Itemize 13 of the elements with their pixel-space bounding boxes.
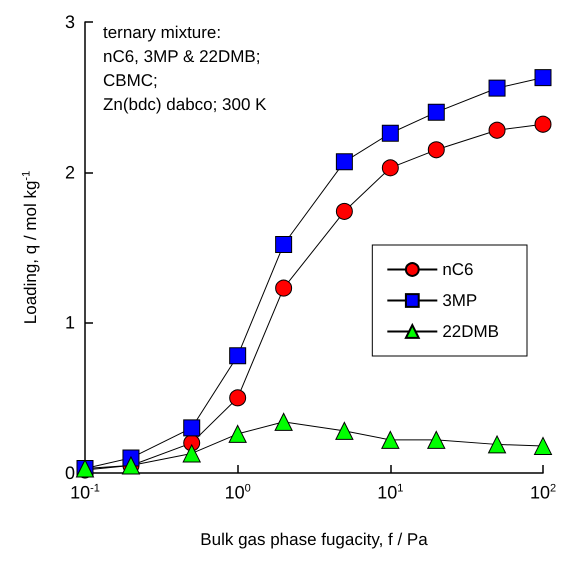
y-tick-label: 0 (64, 463, 75, 483)
y-tick-label: 1 (64, 312, 75, 333)
y-axis-title: Loading, q / mol kg-1 (20, 170, 40, 324)
y-tick-label: 2 (64, 162, 75, 182)
legend-label: 22DMB (442, 322, 499, 341)
legend-label: nC6 (442, 260, 474, 279)
annotation: ternary mixture: (103, 23, 222, 42)
annotation: nC6, 3MP & 22DMB; (103, 47, 260, 66)
y-tick-label: 3 (64, 12, 75, 32)
legend-label: 3MP (442, 291, 478, 310)
annotation: Zn(bdc) dabco; 300 K (103, 95, 268, 114)
x-axis-title: Bulk gas phase fugacity, f / Pa (200, 530, 428, 549)
annotation: CBMC; (103, 71, 158, 90)
